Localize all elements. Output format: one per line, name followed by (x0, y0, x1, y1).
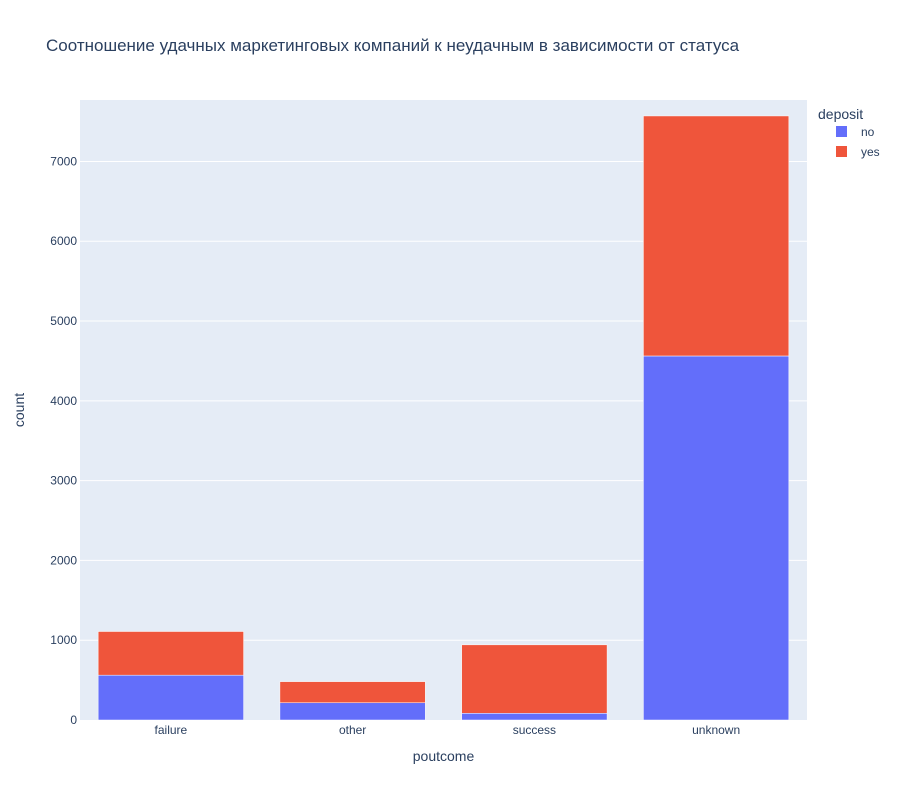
y-tick-label: 0 (70, 713, 77, 727)
bars (97, 115, 790, 721)
y-tick-label: 4000 (50, 394, 77, 408)
x-tick-label-failure: failure (155, 723, 188, 737)
x-tick-label-other: other (339, 723, 366, 737)
bar-unknown-no[interactable] (643, 355, 790, 721)
bar-failure-yes[interactable] (97, 631, 244, 676)
y-tick-label: 3000 (50, 474, 77, 488)
legend-title: deposit (818, 106, 863, 122)
chart-title: Соотношение удачных маркетинговых компан… (46, 36, 740, 55)
bar-other-no[interactable] (279, 702, 426, 721)
bar-success-yes[interactable] (461, 644, 608, 714)
x-tick-labels: failure other success unknown (155, 723, 741, 737)
y-tick-labels: 0 1000 2000 3000 4000 5000 6000 7000 (50, 154, 77, 727)
bar-failure-no[interactable] (97, 674, 244, 721)
legend-swatch-no[interactable] (836, 126, 847, 137)
y-tick-label: 2000 (50, 553, 77, 567)
legend-label-yes[interactable]: yes (861, 145, 880, 159)
y-tick-label: 6000 (50, 234, 77, 248)
x-tick-label-success: success (513, 723, 556, 737)
legend-swatch-yes[interactable] (836, 146, 847, 157)
legend-items[interactable]: no yes (836, 125, 880, 159)
y-tick-label: 1000 (50, 633, 77, 647)
x-axis-title: poutcome (413, 748, 475, 764)
legend-label-no[interactable]: no (861, 125, 875, 139)
legend[interactable]: deposit no yes (818, 106, 880, 159)
y-tick-label: 7000 (50, 154, 77, 168)
bar-other-yes[interactable] (279, 681, 426, 704)
x-tick-label-unknown: unknown (692, 723, 740, 737)
bar-success-no[interactable] (461, 713, 608, 721)
bar-unknown-yes[interactable] (643, 115, 790, 357)
y-tick-label: 5000 (50, 314, 77, 328)
y-axis-title: count (11, 393, 27, 427)
